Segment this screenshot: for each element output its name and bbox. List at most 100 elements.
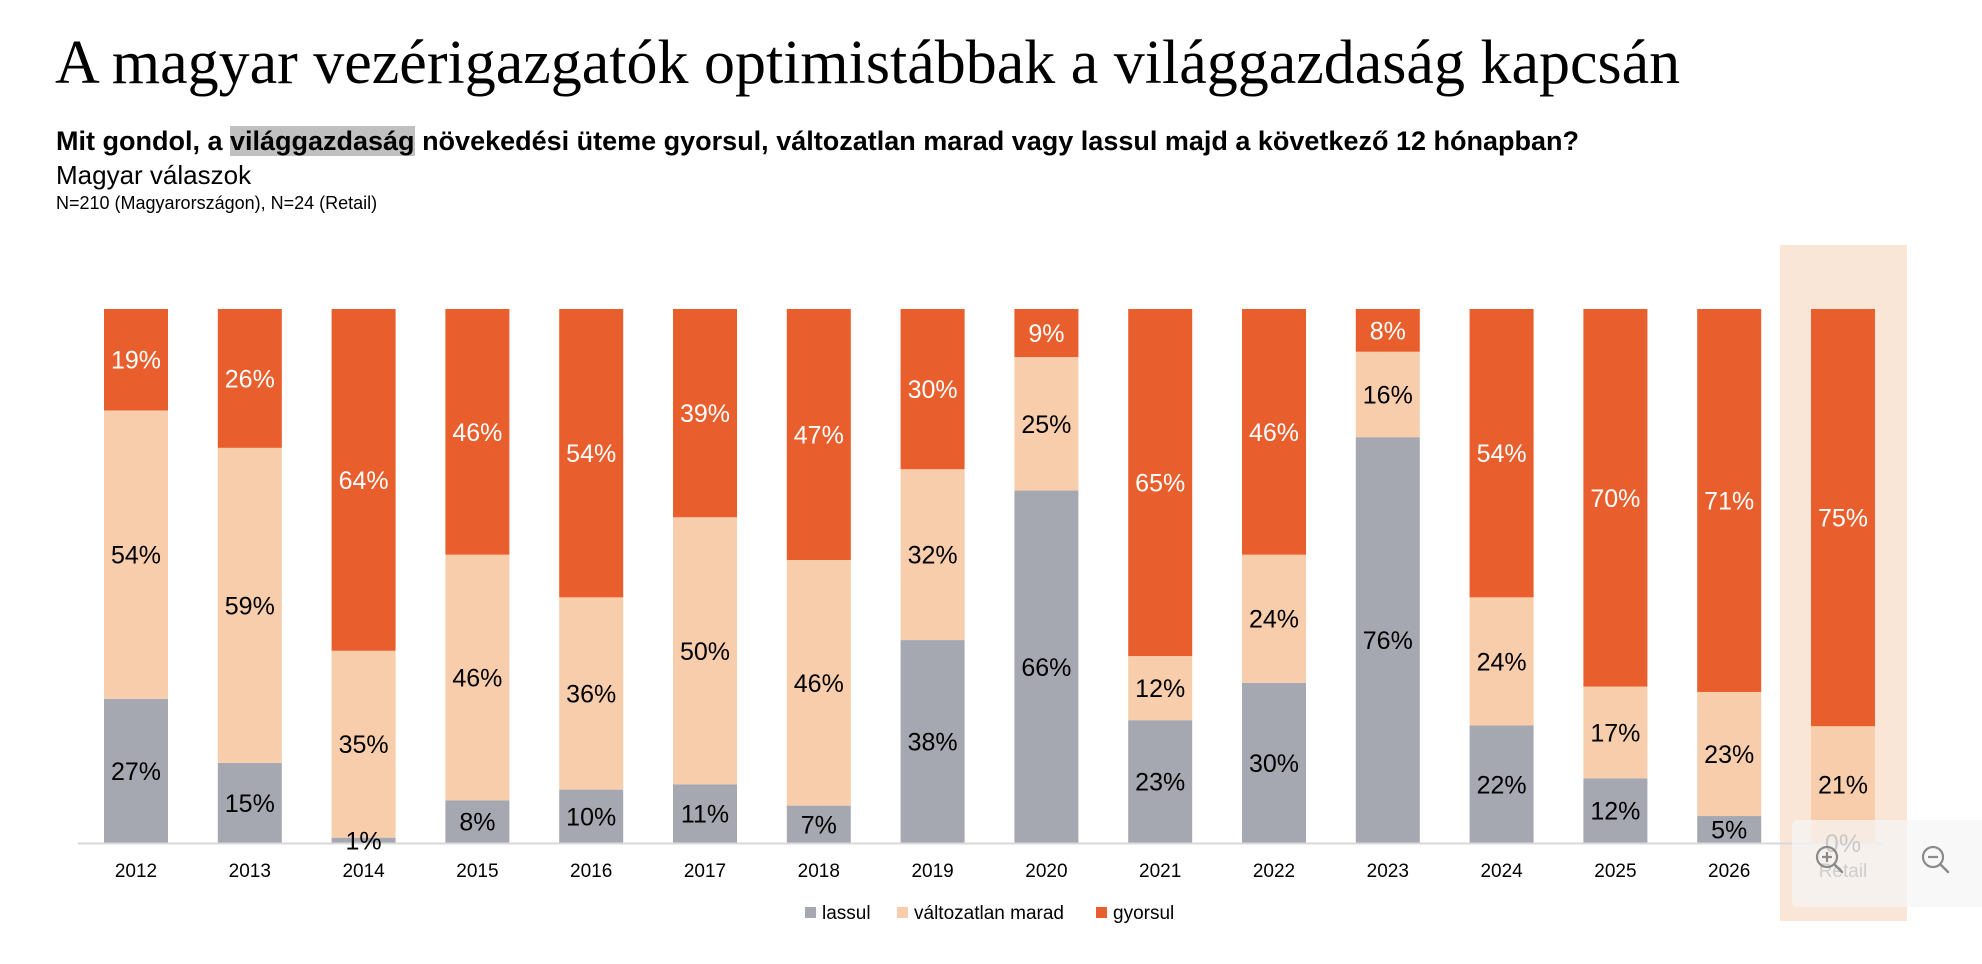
question-highlight: világgazdaság xyxy=(229,126,415,156)
bar-segment-lassul-2024 xyxy=(1469,725,1534,843)
bar-segment-változatlan-marad-2012 xyxy=(104,410,168,699)
bar-segment-gyorsul-2025 xyxy=(1583,309,1648,687)
zoom-out-button[interactable] xyxy=(1918,842,1954,878)
bar-segment-gyorsul-2024 xyxy=(1469,309,1534,598)
bar-segment-gyorsul-2026 xyxy=(1697,309,1762,692)
data-label: 54% xyxy=(1477,440,1527,468)
data-label: 35% xyxy=(339,731,389,759)
x-tick-label: 2023 xyxy=(1367,861,1409,882)
legend-swatch-gyorsul xyxy=(1096,907,1107,918)
zoom-in-icon xyxy=(1815,845,1844,874)
data-label: 47% xyxy=(794,421,844,449)
data-label: 70% xyxy=(1590,485,1640,513)
data-label: 64% xyxy=(339,467,389,495)
data-labels-group: 27% 54% 19% 15% 59% 26% 1% 35% 64% 8% 46% 46% 10% 36%… xyxy=(111,317,1868,858)
bar-segment-lassul-2023 xyxy=(1355,437,1420,843)
bar-segment-gyorsul-2023 xyxy=(1355,309,1420,352)
data-label: 22% xyxy=(1477,771,1527,799)
x-tick-label: 2026 xyxy=(1708,861,1750,882)
bar-segment-lassul-2022 xyxy=(1242,682,1306,843)
bar-segment-gyorsul-2012 xyxy=(104,309,168,411)
data-label: 8% xyxy=(459,809,495,837)
x-axis-ticks: 2012 2013 2014 2015 2016 2017 2018 2019 2020 2021… xyxy=(115,861,1867,882)
data-label: 9% xyxy=(1028,320,1064,348)
legend-swatch-lassul xyxy=(805,907,816,918)
x-tick-label: 2024 xyxy=(1480,861,1523,882)
data-label: 10% xyxy=(566,803,616,831)
data-label: 26% xyxy=(225,365,275,393)
data-label: 21% xyxy=(1818,772,1868,800)
legend: lassul változatlan marad gyorsul xyxy=(805,903,1174,924)
data-label: 5% xyxy=(1711,817,1747,845)
bar-segment-változatlan-marad-2014 xyxy=(331,650,396,838)
bar-segment-lassul-2013 xyxy=(217,762,282,843)
bars-group xyxy=(104,309,1875,843)
data-label: 12% xyxy=(1590,798,1640,826)
data-label: 12% xyxy=(1135,675,1185,703)
bar-segment-gyorsul-2018 xyxy=(786,309,851,560)
bar-segment-lassul-2015 xyxy=(445,800,510,843)
data-label: 30% xyxy=(908,376,958,404)
data-label: 1% xyxy=(346,827,382,855)
legend-label: lassul xyxy=(822,903,871,924)
data-label: 75% xyxy=(1818,505,1868,533)
question-text-end: növekedési üteme gyorsul, változatlan ma… xyxy=(414,126,1579,156)
x-tick-label: 2018 xyxy=(798,861,840,882)
data-label: 50% xyxy=(680,638,730,666)
legend-swatch-változatlan-marad xyxy=(897,907,908,918)
zoom-controls xyxy=(1792,820,1982,907)
data-label: 19% xyxy=(111,347,161,375)
bar-segment-gyorsul-2014 xyxy=(331,309,396,651)
bar-segment-lassul-2014 xyxy=(331,837,396,843)
data-label: 8% xyxy=(1370,317,1406,345)
bar-segment-változatlan-marad-2025 xyxy=(1583,686,1648,779)
data-label: 46% xyxy=(1249,419,1299,447)
data-label: 46% xyxy=(452,419,502,447)
bar-segment-gyorsul-Retail xyxy=(1811,309,1875,727)
legend-label: gyorsul xyxy=(1113,903,1174,924)
page-title: A magyar vezérigazgatók optimistábbak a … xyxy=(55,29,1681,97)
x-tick-label: 2019 xyxy=(911,861,953,882)
bar-segment-lassul-2025 xyxy=(1583,778,1648,843)
data-label: 24% xyxy=(1477,648,1527,676)
question-text-start: Mit gondol, a xyxy=(56,126,230,156)
data-label: 65% xyxy=(1135,470,1185,498)
x-tick-label: 2022 xyxy=(1253,861,1295,882)
data-label: 23% xyxy=(1704,741,1754,769)
bar-segment-lassul-2018 xyxy=(786,805,851,843)
bar-segment-lassul-2026 xyxy=(1697,816,1762,843)
data-label: 46% xyxy=(452,664,502,692)
bar-segment-változatlan-marad-2024 xyxy=(1469,597,1534,726)
data-label: 71% xyxy=(1704,487,1754,515)
data-label: 25% xyxy=(1021,411,1071,439)
bar-segment-gyorsul-2022 xyxy=(1242,309,1306,555)
bar-segment-változatlan-marad-2019 xyxy=(900,469,965,641)
bar-segment-gyorsul-2021 xyxy=(1128,309,1193,657)
data-label: 39% xyxy=(680,400,730,428)
data-label: 15% xyxy=(225,790,275,818)
data-label: 17% xyxy=(1590,719,1640,747)
data-label: 59% xyxy=(225,592,275,620)
bar-segment-változatlan-marad-2023 xyxy=(1355,351,1420,438)
data-label: 66% xyxy=(1021,654,1071,682)
data-label: 76% xyxy=(1363,627,1413,655)
zoom-in-button[interactable] xyxy=(1812,842,1848,878)
bar-segment-változatlan-marad-2016 xyxy=(559,597,624,790)
bar-segment-lassul-2017 xyxy=(673,784,737,843)
bar-segment-lassul-2020 xyxy=(1014,490,1079,843)
data-label: 11% xyxy=(681,801,729,829)
sample-size-note: N=210 (Magyarországon), N=24 (Retail) xyxy=(56,193,378,213)
survey-question: Mit gondol, a világgazdaság növekedési ü… xyxy=(56,124,1579,158)
zoom-out-icon xyxy=(1921,845,1950,874)
data-label: 32% xyxy=(908,542,958,570)
x-tick-label: 2017 xyxy=(684,861,726,882)
bar-segment-gyorsul-2017 xyxy=(673,309,737,518)
bar-segment-gyorsul-2020 xyxy=(1014,309,1079,358)
bar-segment-lassul-2012 xyxy=(104,698,168,843)
subtitle: Magyar válaszok xyxy=(56,160,252,190)
data-label: 27% xyxy=(111,758,161,786)
x-tick-label: 2014 xyxy=(342,861,385,882)
bar-segment-változatlan-marad-2013 xyxy=(217,447,282,763)
bar-segment-változatlan-marad-2022 xyxy=(1242,554,1306,683)
